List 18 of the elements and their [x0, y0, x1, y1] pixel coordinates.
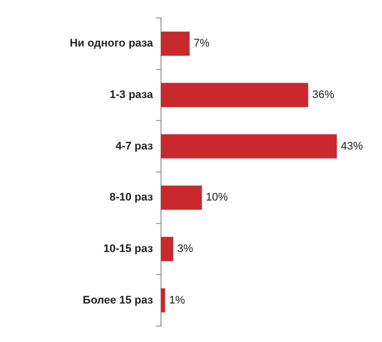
data-label: 10% [206, 192, 228, 204]
y-tick-label: 10-15 раз [103, 243, 154, 256]
data-label: 1% [169, 294, 186, 306]
bar [161, 288, 166, 312]
bar [161, 134, 337, 158]
data-label: 36% [312, 89, 334, 102]
y-tick-label: Более 15 раз [82, 294, 154, 306]
bar [161, 32, 190, 56]
data-label: 3% [177, 243, 194, 256]
y-tick-label: 4-7 раз [116, 140, 154, 152]
y-tick-label: 1-3 раза [110, 89, 154, 102]
y-tick-label: Ни одного раза [70, 38, 154, 50]
bar [161, 236, 174, 262]
data-label: 7% [194, 38, 210, 50]
y-tick-label: 8-10 раз [109, 192, 154, 204]
bar [161, 186, 202, 210]
bar [161, 82, 308, 108]
data-label: 43% [340, 140, 364, 152]
